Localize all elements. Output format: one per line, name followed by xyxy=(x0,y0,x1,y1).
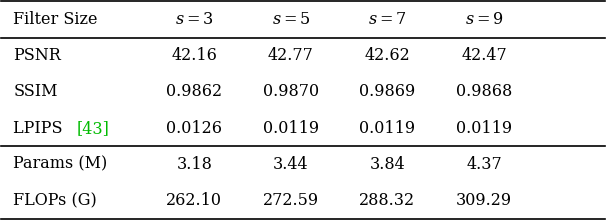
Text: 42.16: 42.16 xyxy=(171,47,218,64)
Text: 0.0119: 0.0119 xyxy=(456,120,512,137)
Text: 0.9870: 0.9870 xyxy=(263,83,319,100)
Text: 42.47: 42.47 xyxy=(461,47,507,64)
Text: 3.44: 3.44 xyxy=(273,156,308,173)
Text: 42.77: 42.77 xyxy=(268,47,314,64)
Text: $s = 3$: $s = 3$ xyxy=(175,11,214,28)
Text: 272.59: 272.59 xyxy=(263,192,319,209)
Text: FLOPs (G): FLOPs (G) xyxy=(13,192,97,209)
Text: 42.62: 42.62 xyxy=(365,47,410,64)
Text: 288.32: 288.32 xyxy=(359,192,416,209)
Text: [43]: [43] xyxy=(77,120,110,137)
Text: LPIPS: LPIPS xyxy=(13,120,68,137)
Text: 4.37: 4.37 xyxy=(466,156,502,173)
Text: 0.0119: 0.0119 xyxy=(359,120,416,137)
Text: 262.10: 262.10 xyxy=(167,192,222,209)
Text: 0.0126: 0.0126 xyxy=(167,120,222,137)
Text: $s = 7$: $s = 7$ xyxy=(368,11,407,28)
Text: PSNR: PSNR xyxy=(13,47,61,64)
Text: Params (M): Params (M) xyxy=(13,156,108,173)
Text: Filter Size: Filter Size xyxy=(13,11,98,28)
Text: 3.84: 3.84 xyxy=(370,156,405,173)
Text: 0.9862: 0.9862 xyxy=(167,83,222,100)
Text: $s = 5$: $s = 5$ xyxy=(271,11,310,28)
Text: SSIM: SSIM xyxy=(13,83,58,100)
Text: 0.0119: 0.0119 xyxy=(263,120,319,137)
Text: 3.18: 3.18 xyxy=(176,156,212,173)
Text: 309.29: 309.29 xyxy=(456,192,512,209)
Text: 0.9868: 0.9868 xyxy=(456,83,512,100)
Text: $s = 9$: $s = 9$ xyxy=(465,11,504,28)
Text: 0.9869: 0.9869 xyxy=(359,83,416,100)
